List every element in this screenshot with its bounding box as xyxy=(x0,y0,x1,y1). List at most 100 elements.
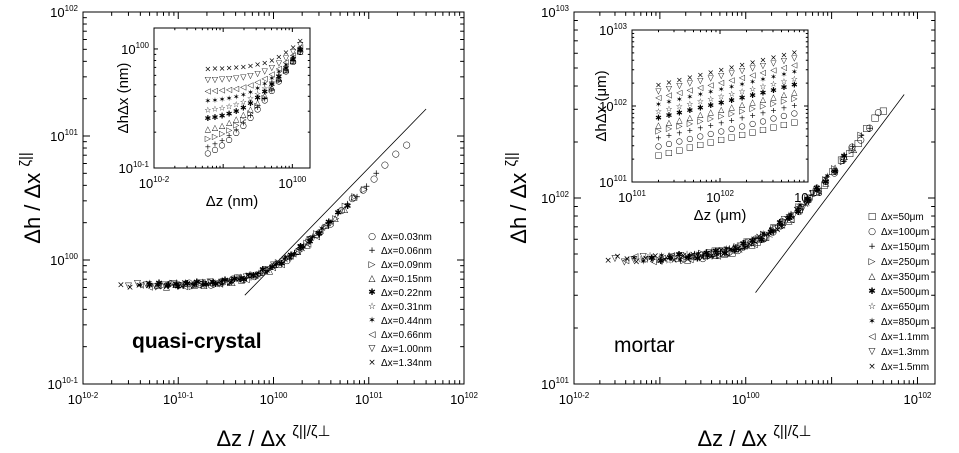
data-point: × xyxy=(764,230,772,240)
data-point: ☆ xyxy=(728,89,735,98)
data-point: ◁ xyxy=(204,86,211,95)
data-point: ✶ xyxy=(191,281,199,291)
data-point: ☆ xyxy=(785,211,793,221)
data-point: ○ xyxy=(218,277,226,287)
data-point: ◁ xyxy=(696,250,703,260)
data-point: + xyxy=(666,131,673,140)
data-point: ✶ xyxy=(686,93,693,102)
data-point: ☆ xyxy=(254,89,261,98)
tick-base: 10 xyxy=(278,176,292,191)
tick-base: 10 xyxy=(559,392,573,407)
data-point: + xyxy=(209,280,217,290)
data-point: ◁ xyxy=(686,255,693,265)
legend-entry-label: Δx=0.66nm xyxy=(381,330,432,341)
data-point: △ xyxy=(786,217,793,227)
data-point: × xyxy=(707,68,714,77)
data-point: ▽ xyxy=(276,59,283,68)
data-point: ✱ xyxy=(334,209,342,219)
inset-x-axis-label: Δz (nm) xyxy=(206,193,259,210)
data-point: □ xyxy=(686,143,694,152)
data-point: ✶ xyxy=(695,249,703,259)
tick-exponent: 102 xyxy=(614,98,628,107)
data-point: □ xyxy=(738,130,746,139)
data-point: ☆ xyxy=(711,247,719,257)
data-point: ✶ xyxy=(713,251,721,261)
inset-y-axis-label: ΔhΔx (μm) xyxy=(593,70,610,141)
data-point: □ xyxy=(812,188,821,198)
data-point: ✱ xyxy=(259,266,267,276)
data-point: ○ xyxy=(787,212,795,222)
data-point: ▽ xyxy=(269,63,276,72)
data-point: ◁ xyxy=(313,232,320,242)
data-point: ✱ xyxy=(240,276,248,286)
data-point: × xyxy=(261,58,268,67)
data-point: ✱ xyxy=(697,103,704,112)
data-point: △ xyxy=(247,270,254,280)
data-point: + xyxy=(334,209,342,219)
chart-quasi-crystal: 1010-2 1010-1 10100 10101 101021010-11010010… xyxy=(17,4,478,451)
data-point: □ xyxy=(707,138,715,147)
data-point: ◁ xyxy=(780,63,787,72)
data-point: + xyxy=(849,142,857,152)
data-point: ▽ xyxy=(297,40,304,49)
data-point: ▽ xyxy=(179,281,186,291)
data-point: □ xyxy=(837,155,846,165)
data-point: × xyxy=(199,281,207,291)
series-5: ✱ ✱ ✱ ✱ ✱ ✱ ✱ ✱ ✱ ✱ ✱ ✱✱ ✱ ✱✱✱✱✱✱✱✱ xyxy=(146,202,352,292)
tick-base: 10 xyxy=(599,175,613,190)
data-point: ✶ xyxy=(749,77,756,86)
legend-entry-label: Δx=0.22nm xyxy=(381,288,432,299)
data-point: ✶ xyxy=(649,254,657,264)
data-point: ▷ xyxy=(179,281,186,291)
data-point: × xyxy=(208,277,216,287)
tick-exponent: 10-1 xyxy=(177,391,194,400)
data-point: ○ xyxy=(283,67,290,76)
data-point: ✱ xyxy=(174,282,182,292)
x-tick-label: 10102 xyxy=(450,391,478,407)
data-point: ▷ xyxy=(284,254,291,264)
data-point: ✶ xyxy=(739,80,746,89)
data-point: ✶ xyxy=(667,254,675,264)
data-point: ☆ xyxy=(218,104,225,113)
axis-label-base: Δh / Δx xyxy=(506,167,531,244)
data-point: △ xyxy=(285,251,292,261)
data-point: △ xyxy=(369,274,376,284)
x-tick-label: 1010-2 xyxy=(559,391,590,407)
data-point: ✱ xyxy=(240,104,247,113)
data-point: ○ xyxy=(219,140,226,149)
data-point: ◁ xyxy=(199,278,206,288)
data-point: ✱ xyxy=(831,167,839,177)
data-point: ▷ xyxy=(361,185,368,195)
data-point: □ xyxy=(845,149,854,159)
tick-exponent: 101 xyxy=(556,376,570,385)
data-point: + xyxy=(373,169,381,179)
data-point: ◁ xyxy=(631,252,638,262)
data-point: ✶ xyxy=(261,80,268,89)
data-point: + xyxy=(697,124,704,133)
data-point: ○ xyxy=(708,249,716,259)
tick-base: 10 xyxy=(121,42,135,57)
data-point: × xyxy=(117,280,125,290)
x-tick-label: 10100 xyxy=(732,391,760,407)
data-point: ☆ xyxy=(263,266,271,276)
data-point: △ xyxy=(841,152,848,162)
data-point: ◁ xyxy=(251,271,258,281)
data-point: ☆ xyxy=(665,105,672,114)
tick-base: 10 xyxy=(904,392,918,407)
data-point: ○ xyxy=(229,275,237,285)
legend-entry-label: Δx=0.31nm xyxy=(381,302,432,313)
tick-base: 10 xyxy=(541,191,555,206)
data-point: ○ xyxy=(297,47,304,56)
data-point: ✶ xyxy=(137,281,145,291)
data-point: ▷ xyxy=(240,115,247,124)
data-point: ◁ xyxy=(190,279,197,289)
data-point: ▷ xyxy=(219,129,226,138)
data-point: ◁ xyxy=(304,239,311,249)
data-point: ☆ xyxy=(233,100,240,109)
data-point: ▷ xyxy=(226,125,233,134)
data-point: ✱ xyxy=(728,96,735,105)
data-point: ▽ xyxy=(687,79,694,88)
data-point: ✱ xyxy=(306,237,314,247)
data-point: △ xyxy=(226,118,233,127)
